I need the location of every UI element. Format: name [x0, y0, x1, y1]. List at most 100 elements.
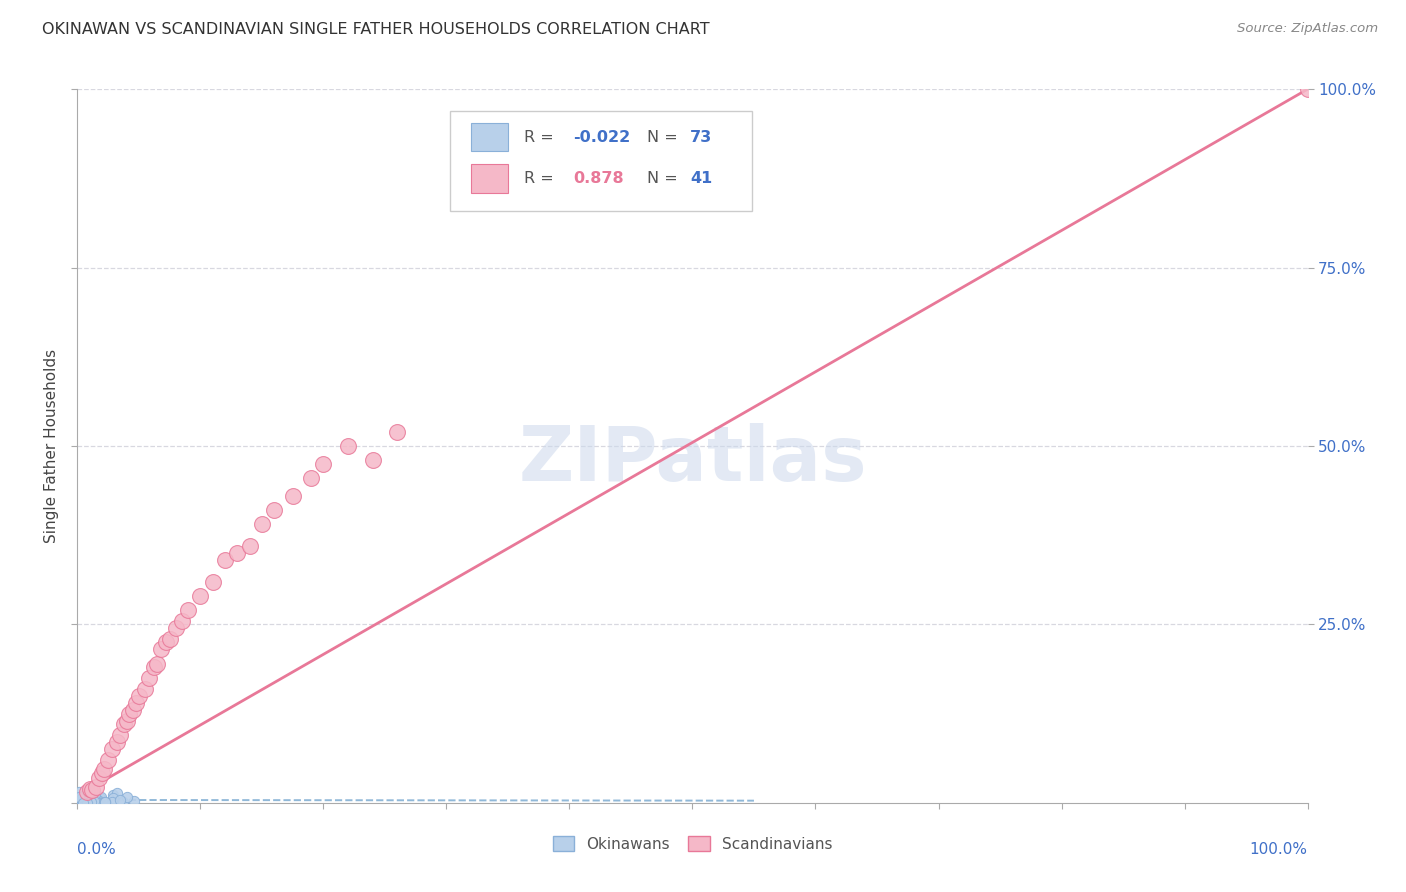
Point — [76, 789, 98, 804]
Point — [94, 795, 117, 809]
Point — [177, 603, 200, 617]
Point — [75, 790, 97, 805]
Text: OKINAWAN VS SCANDINAVIAN SINGLE FATHER HOUSEHOLDS CORRELATION CHART: OKINAWAN VS SCANDINAVIAN SINGLE FATHER H… — [42, 22, 710, 37]
Point — [70, 793, 93, 807]
Point — [299, 471, 322, 485]
Point — [69, 793, 91, 807]
Point — [118, 706, 141, 721]
Point — [79, 796, 101, 810]
Point — [134, 681, 156, 696]
Point — [67, 794, 90, 808]
Text: 0.878: 0.878 — [574, 171, 624, 186]
Point — [112, 795, 135, 809]
Point — [67, 791, 90, 805]
Point — [79, 781, 101, 796]
Point — [93, 762, 115, 776]
Point — [72, 789, 94, 804]
Point — [122, 794, 145, 808]
Point — [73, 795, 96, 809]
Point — [101, 795, 124, 809]
Point — [115, 714, 138, 728]
Point — [67, 794, 90, 808]
Point — [101, 788, 124, 802]
Text: 0.0%: 0.0% — [77, 842, 117, 857]
Point — [125, 696, 148, 710]
Point — [87, 796, 110, 810]
Point — [86, 795, 108, 809]
Point — [115, 789, 138, 804]
Text: -0.022: -0.022 — [574, 129, 630, 145]
Point — [76, 794, 98, 808]
Point — [76, 792, 98, 806]
Point — [214, 553, 236, 567]
Point — [67, 785, 90, 799]
Point — [77, 789, 100, 803]
Point — [79, 795, 101, 809]
Text: 100.0%: 100.0% — [1250, 842, 1308, 857]
Point — [105, 735, 128, 749]
Point — [250, 517, 273, 532]
Point — [87, 794, 110, 808]
Point — [110, 728, 132, 742]
Point — [69, 794, 91, 808]
Point — [90, 790, 112, 805]
Point — [138, 671, 160, 685]
Point — [73, 789, 96, 804]
Point — [101, 791, 124, 805]
Bar — [471, 164, 508, 193]
Point — [84, 792, 107, 806]
Point — [84, 795, 107, 809]
Point — [76, 785, 98, 799]
Point — [150, 642, 173, 657]
Point — [75, 792, 97, 806]
Point — [82, 796, 104, 810]
Point — [201, 574, 224, 589]
Point — [77, 794, 100, 808]
Point — [93, 796, 115, 810]
Point — [1296, 82, 1319, 96]
Point — [73, 791, 96, 805]
Point — [72, 796, 94, 810]
Point — [77, 790, 100, 805]
Text: N =: N = — [647, 129, 683, 145]
Point — [70, 792, 93, 806]
Point — [101, 742, 124, 756]
Point — [73, 790, 96, 805]
Point — [387, 425, 409, 439]
Point — [146, 657, 169, 671]
Point — [84, 795, 107, 809]
Text: R =: R = — [524, 129, 558, 145]
Point — [70, 794, 93, 808]
Point — [281, 489, 304, 503]
Text: N =: N = — [647, 171, 683, 186]
Point — [67, 795, 90, 809]
Point — [155, 635, 177, 649]
Point — [70, 792, 93, 806]
Point — [77, 793, 100, 807]
Point — [312, 457, 335, 471]
Bar — [471, 123, 508, 152]
Point — [128, 689, 150, 703]
Point — [361, 453, 384, 467]
Point — [110, 795, 132, 809]
Point — [89, 771, 111, 785]
Point — [73, 793, 96, 807]
Point — [82, 786, 104, 800]
Point — [190, 589, 212, 603]
Point — [75, 795, 97, 809]
Point — [76, 789, 98, 804]
Point — [239, 539, 262, 553]
Point — [142, 660, 165, 674]
Point — [82, 783, 104, 797]
Point — [76, 795, 98, 809]
Y-axis label: Single Father Households: Single Father Households — [44, 349, 59, 543]
Point — [67, 796, 90, 810]
Point — [121, 703, 143, 717]
Point — [108, 793, 131, 807]
Point — [226, 546, 249, 560]
Point — [83, 794, 105, 808]
Text: Source: ZipAtlas.com: Source: ZipAtlas.com — [1237, 22, 1378, 36]
Point — [337, 439, 360, 453]
Point — [80, 789, 103, 803]
Point — [72, 794, 94, 808]
